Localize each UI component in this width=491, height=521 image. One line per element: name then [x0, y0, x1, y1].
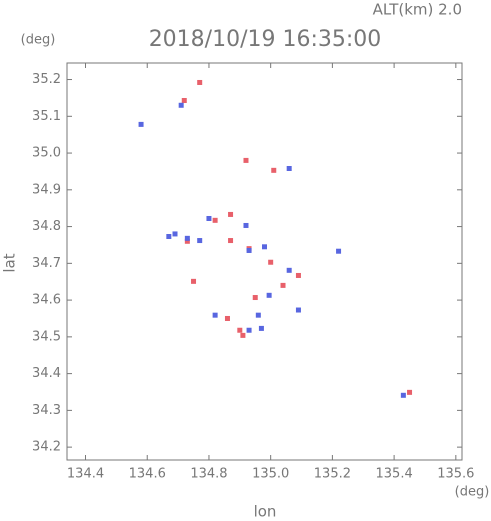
y-tick-label: 35.1	[32, 109, 61, 124]
x-tick-label: 135.6	[437, 467, 474, 482]
echo-point	[224, 315, 230, 321]
echo-point	[228, 238, 234, 244]
subtitle: ALT(km) 2.0	[373, 1, 462, 19]
echo-point	[206, 215, 212, 221]
x-unit: (deg)	[455, 485, 490, 500]
echo-point	[243, 222, 249, 228]
echo-point	[252, 295, 258, 301]
echo-point	[184, 235, 190, 241]
echo-point	[286, 267, 292, 273]
echo-point	[178, 102, 184, 108]
echo-point	[191, 278, 197, 284]
echo-point	[400, 392, 406, 398]
echo-point	[407, 389, 413, 395]
echo-point	[212, 312, 218, 318]
y-tick-label: 34.7	[32, 256, 61, 271]
echo-point	[295, 272, 301, 278]
y-tick-label: 34.9	[32, 182, 61, 197]
plot-frame	[66, 62, 463, 461]
echo-point	[181, 97, 187, 103]
echo-point	[138, 121, 144, 127]
echo-point	[246, 247, 252, 253]
y-tick-label: 34.5	[32, 329, 61, 344]
echo-point	[246, 327, 252, 333]
echo-point	[286, 165, 292, 171]
chart-title: 2018/10/19 16:35:00	[149, 27, 382, 52]
echo-point	[280, 282, 286, 288]
echo-point	[240, 332, 246, 338]
echo-point	[266, 292, 272, 298]
echo-point	[228, 211, 234, 217]
x-tick-label: 135.0	[252, 467, 289, 482]
echo-point	[268, 259, 274, 265]
y-tick-label: 34.6	[32, 293, 61, 308]
x-tick-label: 135.4	[376, 467, 413, 482]
echo-point	[258, 325, 264, 331]
x-tick-label: 134.8	[190, 467, 227, 482]
echo-point	[212, 217, 218, 223]
x-axis-label: lon	[254, 503, 277, 521]
x-tick-label: 134.6	[129, 467, 166, 482]
y-tick-label: 35.2	[32, 72, 61, 87]
y-tick-label: 34.4	[32, 366, 61, 381]
echo-point	[197, 79, 203, 85]
echo-point	[197, 238, 203, 244]
y-tick-label: 34.3	[32, 403, 61, 418]
x-tick-label: 134.4	[67, 467, 104, 482]
x-tick-label: 135.2	[314, 467, 351, 482]
echo-point	[172, 231, 178, 237]
echo-point	[336, 248, 342, 254]
y-axis-label: lat	[1, 253, 19, 272]
echo-point	[271, 167, 277, 173]
echo-point	[166, 234, 172, 240]
echo-point	[184, 238, 190, 244]
y-tick-label: 35.0	[32, 146, 61, 161]
echo-point	[295, 307, 301, 313]
y-unit: (deg)	[21, 33, 56, 48]
echo-point	[237, 327, 243, 333]
echo-point	[255, 312, 261, 318]
echo-point	[262, 244, 267, 250]
y-tick-label: 34.8	[32, 219, 61, 234]
echo-point	[243, 157, 249, 163]
y-tick-label: 34.2	[32, 440, 61, 455]
